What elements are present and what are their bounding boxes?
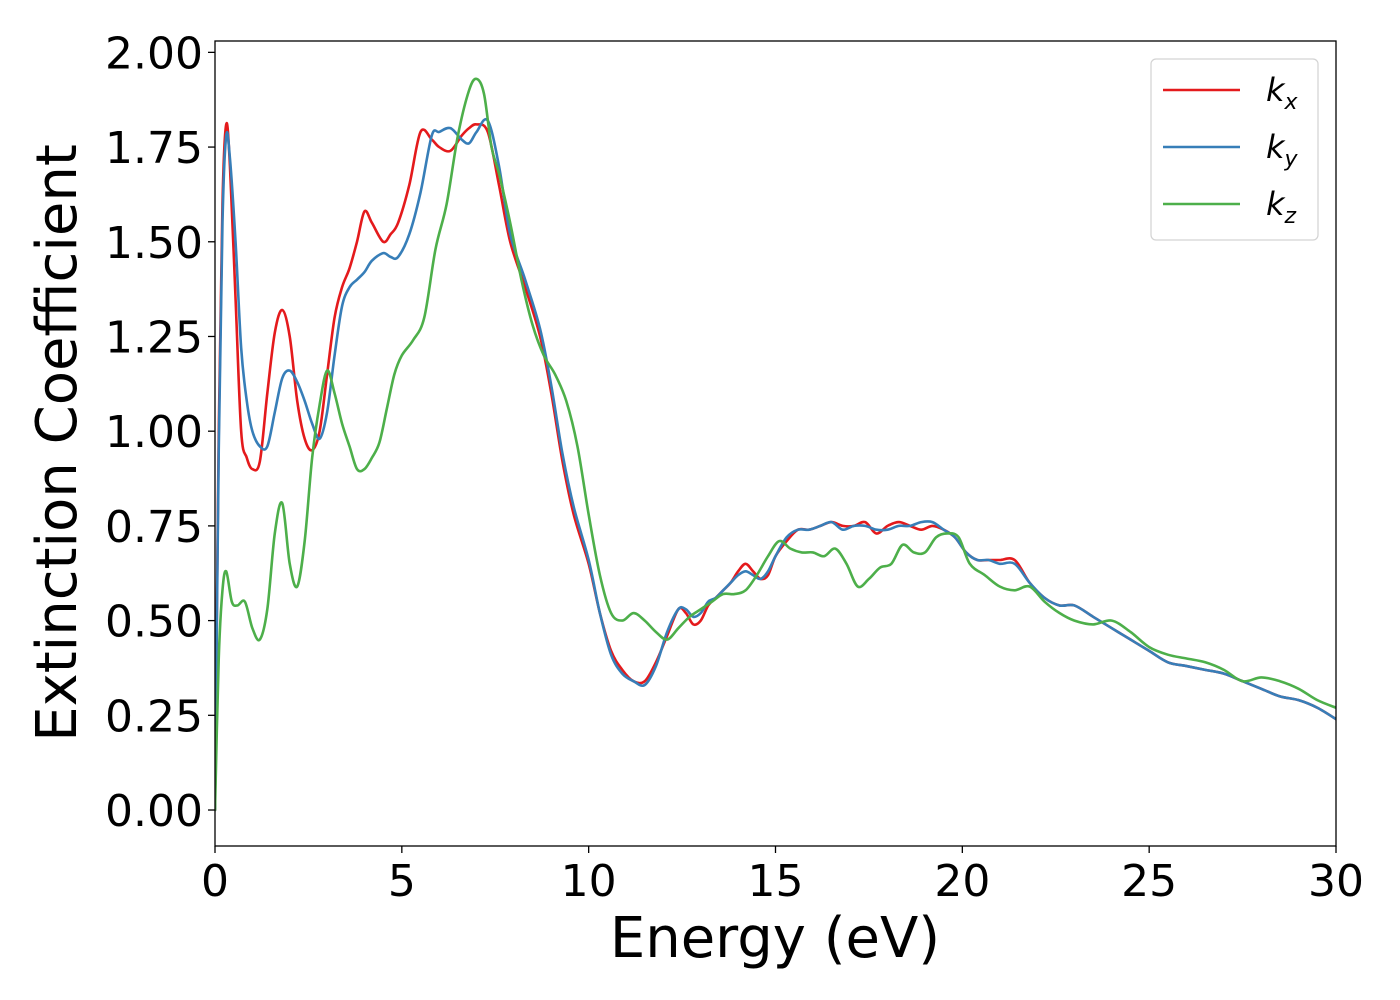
legend-label-kz: kz [1266,185,1297,229]
y-axis: 0.00 0.25 0.50 0.75 1.00 1.25 1.50 1.75 2.00 [105,28,215,837]
x-tick-label: 25 [1121,856,1177,907]
legend-label-main: k [1266,185,1286,223]
x-tick-label: 5 [388,856,416,907]
series-layer [215,77,1336,812]
x-tick-label: 20 [934,856,990,907]
legend-label-ky: ky [1266,128,1299,172]
y-tick-label: 1.25 [105,312,203,363]
y-tick-label: 0.25 [105,691,203,742]
y-tick-label: 0.00 [105,786,203,837]
y-tick-label: 1.75 [105,123,203,174]
y-axis-label: Extinction Coefficient [25,144,90,742]
legend-label-subscript: y [1284,147,1299,172]
y-tick-label: 2.00 [105,28,203,79]
x-axis-label: Energy (eV) [610,906,940,971]
legend-label-main: k [1266,128,1286,166]
y-tick-label: 1.00 [105,407,203,458]
y-tick-label: 0.50 [105,597,203,648]
x-tick-label: 30 [1308,856,1364,907]
legend-label-kx: kx [1266,71,1299,115]
x-tick-label: 15 [748,856,804,907]
series-line-ky [215,117,1336,812]
x-tick-label: 0 [201,856,229,907]
legend-label-main: k [1266,71,1286,109]
series-line-kz [215,77,1336,812]
y-tick-label: 0.75 [105,502,203,553]
x-axis: 0 5 10 15 20 25 30 [201,846,1364,907]
legend-box [1150,58,1319,241]
legend-label-subscript: x [1284,90,1299,115]
legend-label-subscript: z [1284,204,1297,229]
y-tick-label: 1.50 [105,218,203,269]
x-tick-label: 10 [561,856,617,907]
